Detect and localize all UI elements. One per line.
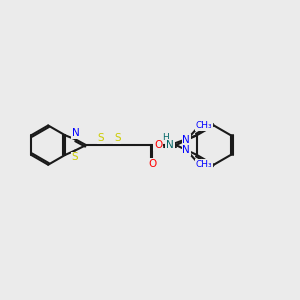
Text: H: H xyxy=(162,133,169,142)
Text: CH₃: CH₃ xyxy=(196,122,213,130)
Text: S: S xyxy=(98,133,104,143)
Text: O: O xyxy=(154,140,162,150)
Text: CH₃: CH₃ xyxy=(196,160,213,169)
Text: N: N xyxy=(166,140,174,150)
Text: N: N xyxy=(182,135,190,145)
Text: N: N xyxy=(72,128,80,138)
Text: S: S xyxy=(72,152,78,162)
Text: O: O xyxy=(148,159,156,169)
Text: N: N xyxy=(182,145,190,155)
Text: S: S xyxy=(114,133,121,143)
